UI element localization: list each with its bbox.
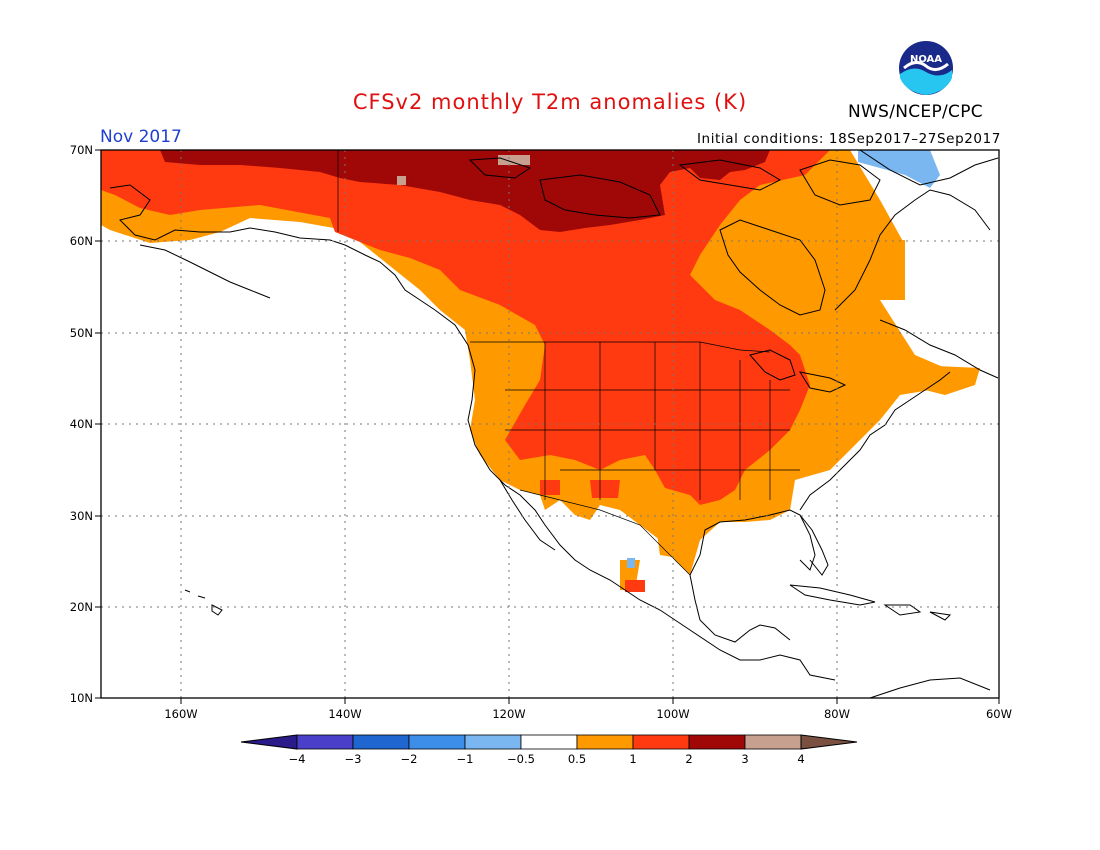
map-title: CFSv2 monthly T2m anomalies (K) xyxy=(352,90,748,114)
lat-label-50n: 50N xyxy=(70,326,93,340)
colorbar-label: −2 xyxy=(401,752,418,766)
lat-label-70n: 70N xyxy=(70,143,93,157)
noaa-logo-icon: NOAA xyxy=(897,39,955,97)
political-borders xyxy=(337,150,800,576)
lon-label-60w: 60W xyxy=(986,707,1012,721)
lat-label-10n: 10N xyxy=(70,691,93,705)
lon-axis: 160W 140W 120W 100W 80W 60W xyxy=(164,698,1012,721)
colorbar: −4 −3 −2 −1 −0.5 0.5 1 2 3 4 xyxy=(240,734,858,766)
colorbar-swatch xyxy=(688,734,746,750)
colorbar-label: 4 xyxy=(797,752,804,766)
lat-label-60n: 60N xyxy=(70,234,93,248)
lat-label-40n: 40N xyxy=(70,417,93,431)
agency-label: NWS/NCEP/CPC xyxy=(848,102,983,122)
anomaly-region-dark-red xyxy=(160,150,770,232)
colorbar-swatch xyxy=(744,734,802,750)
lon-label-100w: 100W xyxy=(656,707,689,721)
lat-axis: 70N 60N 50N 40N 30N 20N 10N xyxy=(70,143,101,705)
logo-text: NOAA xyxy=(910,54,942,65)
graticule xyxy=(101,150,999,698)
colorbar-swatch xyxy=(408,734,466,750)
lon-label-120w: 120W xyxy=(492,707,525,721)
anomaly-region-tan xyxy=(397,155,530,185)
colorbar-arrow-high xyxy=(800,734,858,750)
forecast-month: Nov 2017 xyxy=(100,127,182,147)
colorbar-label: −1 xyxy=(457,752,474,766)
anomaly-region-blue xyxy=(627,150,940,568)
colorbar-label: 1 xyxy=(629,752,636,766)
colorbar-label: −3 xyxy=(345,752,362,766)
colorbar-swatch xyxy=(576,734,634,750)
colorbar-label: 0.5 xyxy=(568,752,586,766)
colorbar-swatch xyxy=(520,734,578,750)
anomaly-region-red xyxy=(101,150,830,592)
lat-label-20n: 20N xyxy=(70,600,93,614)
lat-label-30n: 30N xyxy=(70,509,93,523)
colorbar-swatch xyxy=(632,734,690,750)
initial-conditions: Initial conditions: 18Sep2017–27Sep2017 xyxy=(696,131,1001,147)
colorbar-label: −0.5 xyxy=(507,752,535,766)
lon-label-160w: 160W xyxy=(164,707,197,721)
lon-label-80w: 80W xyxy=(824,707,850,721)
colorbar-arrow-low xyxy=(240,734,298,750)
lon-label-140w: 140W xyxy=(328,707,361,721)
colorbar-swatch xyxy=(352,734,410,750)
colorbar-swatch xyxy=(464,734,522,750)
colorbar-label: 2 xyxy=(685,752,692,766)
colorbar-swatch xyxy=(296,734,354,750)
colorbar-label: 3 xyxy=(741,752,748,766)
colorbar-label: −4 xyxy=(289,752,306,766)
